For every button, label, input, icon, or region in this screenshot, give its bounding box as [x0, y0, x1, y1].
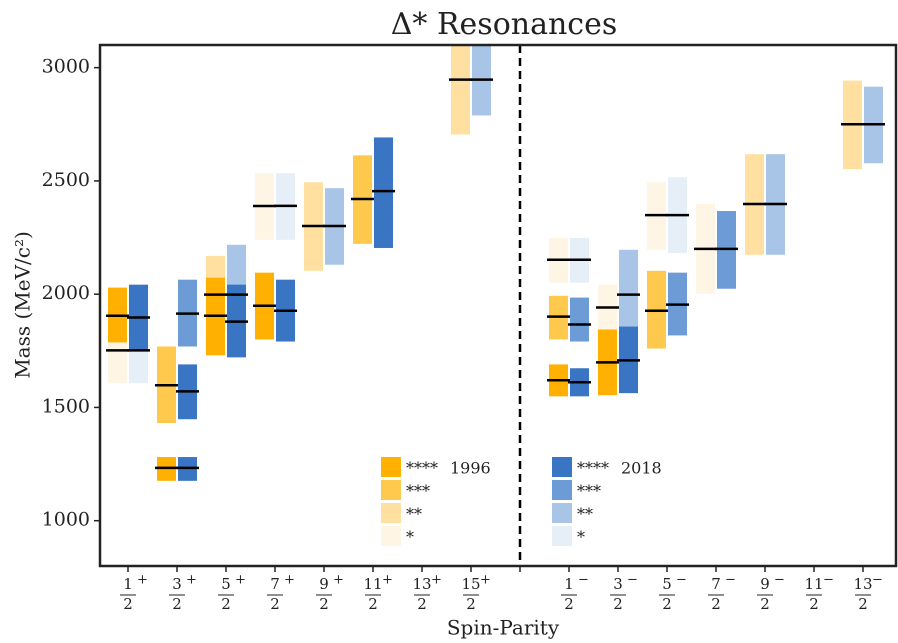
legend-swatch: [381, 503, 401, 523]
x-tick-numerator: 7: [270, 575, 280, 593]
x-axis-label: Spin-Parity: [447, 616, 560, 640]
legend-stars: **: [577, 505, 593, 524]
plot-frame: [98, 43, 898, 568]
legend-stars: ****: [577, 459, 609, 478]
x-tick-parity: −: [627, 573, 638, 588]
x-tick-parity: −: [823, 573, 834, 588]
y-tick-label: 2000: [42, 282, 90, 304]
legend-swatch: [381, 480, 401, 500]
y-axis-label: Mass (MeV/c²): [11, 231, 35, 379]
chart-title: Δ* Resonances: [391, 7, 617, 42]
x-tick-denominator: 2: [760, 595, 770, 613]
x-tick-numerator: 13: [412, 575, 431, 593]
x-tick-numerator: 5: [662, 575, 672, 593]
x-tick-parity: +: [382, 573, 393, 588]
x-tick-parity: −: [676, 573, 687, 588]
legend-year: 2018: [621, 459, 662, 478]
legend-swatch: [552, 503, 572, 523]
x-tick-numerator: 7: [711, 575, 721, 593]
x-tick-parity: −: [578, 573, 589, 588]
x-tick-parity: −: [725, 573, 736, 588]
x-tick-denominator: 2: [221, 595, 231, 613]
x-tick-numerator: 15: [461, 575, 480, 593]
legend-swatch: [552, 480, 572, 500]
x-tick-parity: +: [284, 573, 295, 588]
x-tick-numerator: 13: [853, 575, 872, 593]
legend-stars: *: [406, 528, 414, 547]
x-tick-numerator: 3: [172, 575, 182, 593]
legend-stars: **: [406, 505, 422, 524]
x-tick-denominator: 2: [564, 595, 574, 613]
range-box: [619, 249, 638, 330]
x-tick-numerator: 1: [564, 575, 574, 593]
x-tick-numerator: 9: [319, 575, 329, 593]
legend-stars: ***: [406, 482, 430, 501]
x-tick-parity: −: [774, 573, 785, 588]
x-tick-numerator: 5: [221, 575, 231, 593]
legend-stars: *: [577, 528, 585, 547]
legend-stars: ****: [406, 459, 438, 478]
x-tick-denominator: 2: [270, 595, 280, 613]
x-tick-parity: +: [137, 573, 148, 588]
legend-year: 1996: [450, 459, 491, 478]
x-tick-numerator: 1: [123, 575, 133, 593]
legend-swatch: [381, 526, 401, 546]
legend-swatch: [381, 457, 401, 477]
legend-swatch: [552, 457, 572, 477]
x-tick-denominator: 2: [123, 595, 133, 613]
x-tick-parity: −: [872, 573, 883, 588]
range-box: [374, 137, 393, 248]
x-tick-denominator: 2: [417, 595, 427, 613]
x-tick-parity: +: [186, 573, 197, 588]
range-box: [451, 45, 470, 135]
x-tick-parity: +: [480, 573, 491, 588]
x-tick-denominator: 2: [368, 595, 378, 613]
x-tick-denominator: 2: [662, 595, 672, 613]
x-tick-denominator: 2: [858, 595, 868, 613]
legend-stars: ***: [577, 482, 601, 501]
y-tick-label: 1500: [42, 395, 90, 417]
x-tick-denominator: 2: [172, 595, 182, 613]
range-box: [570, 297, 589, 342]
x-tick-parity: +: [235, 573, 246, 588]
x-tick-numerator: 11: [804, 575, 823, 593]
legend-swatch: [552, 526, 572, 546]
x-tick-denominator: 2: [711, 595, 721, 613]
x-tick-parity: +: [431, 573, 442, 588]
x-tick-denominator: 2: [319, 595, 329, 613]
x-tick-denominator: 2: [613, 595, 623, 613]
x-tick-numerator: 11: [363, 575, 382, 593]
x-tick-denominator: 2: [466, 595, 476, 613]
x-tick-numerator: 3: [613, 575, 623, 593]
y-tick-label: 3000: [42, 56, 90, 78]
x-tick-numerator: 9: [760, 575, 770, 593]
y-tick-label: 2500: [42, 169, 90, 191]
x-tick-denominator: 2: [809, 595, 819, 613]
y-tick-label: 1000: [42, 509, 90, 531]
x-tick-parity: +: [333, 573, 344, 588]
